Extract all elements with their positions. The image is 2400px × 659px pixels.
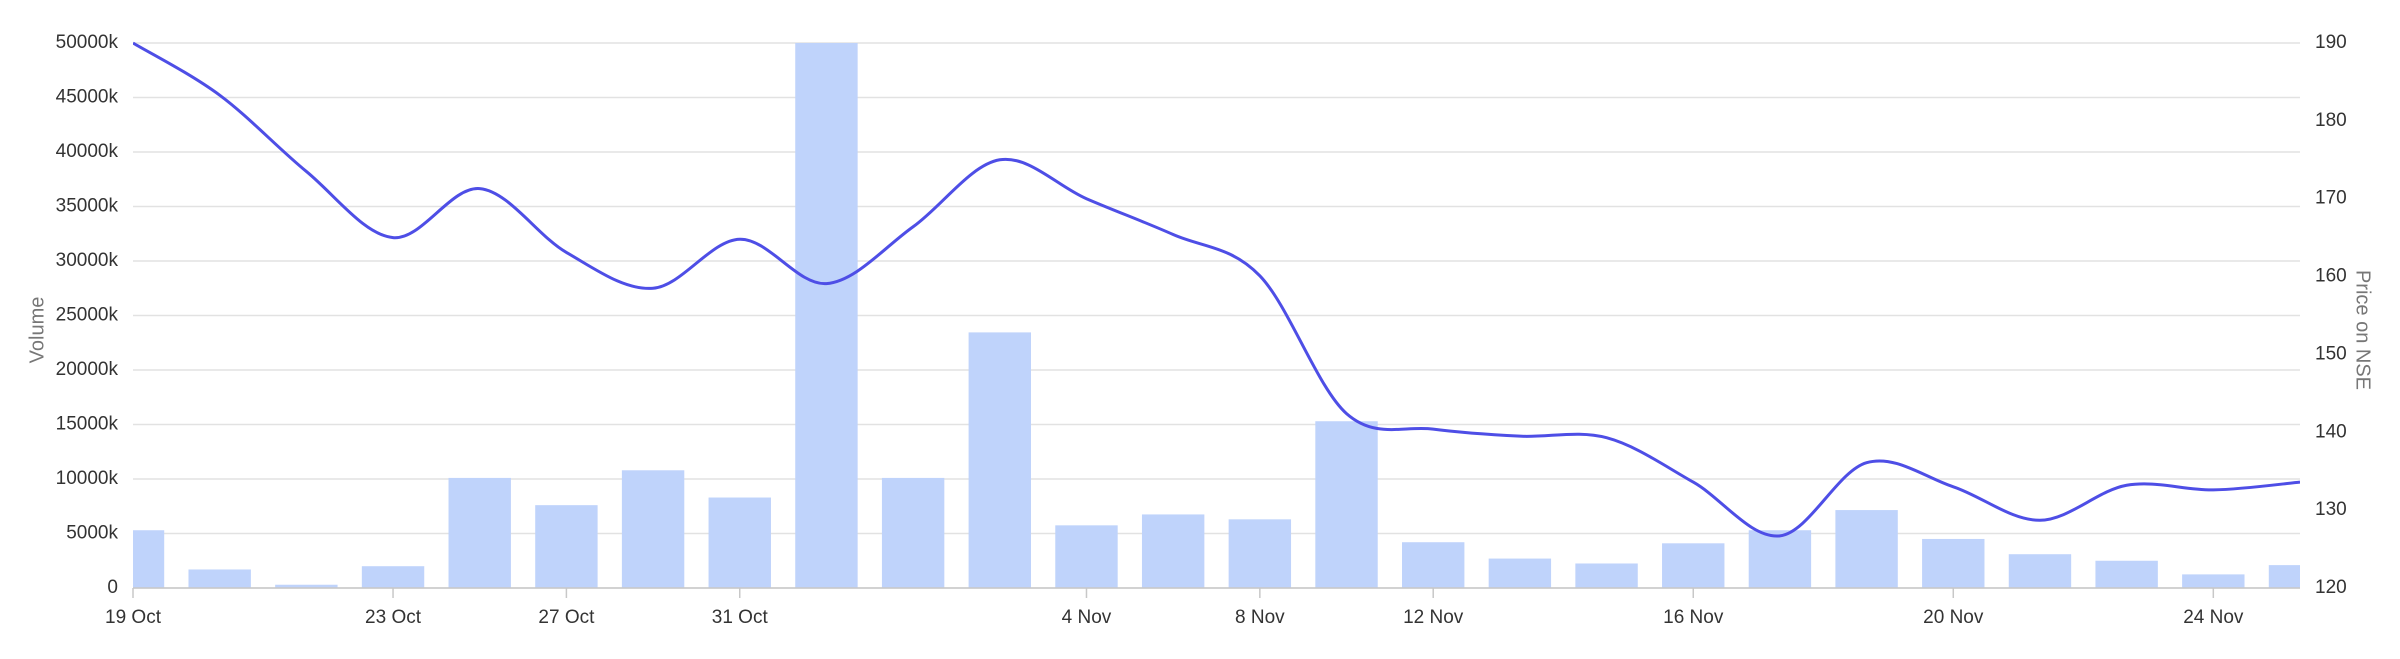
bar (1922, 538, 1985, 588)
bar (2095, 560, 2158, 588)
bar (1835, 510, 1898, 588)
y-tick-label: 0 (107, 577, 118, 598)
bar (2268, 565, 2300, 588)
bar (1748, 530, 1812, 588)
y2-axis-title: Price on NSE (2352, 270, 2374, 390)
bar (1488, 558, 1552, 588)
bar (275, 584, 338, 588)
bar (448, 477, 511, 588)
bar (968, 332, 1032, 588)
x-tick-label: 16 Nov (1663, 607, 1724, 628)
y-tick-label: 30000k (56, 250, 119, 271)
x-tick-label: 20 Nov (1923, 607, 1984, 628)
bar (1662, 543, 1725, 588)
y2-tick-label: 120 (2315, 577, 2347, 598)
bar (1575, 563, 1638, 588)
bar (1141, 514, 1205, 588)
y2-tick-label: 140 (2315, 421, 2347, 442)
bar (881, 477, 945, 588)
bar (795, 43, 858, 588)
y2-tick-label: 170 (2315, 188, 2347, 209)
bar (621, 470, 685, 588)
y-tick-label: 10000k (56, 468, 119, 489)
bar (2008, 554, 2072, 588)
x-tick-label: 12 Nov (1403, 607, 1464, 628)
plot-area (133, 41, 2300, 588)
y-tick-label: 25000k (56, 305, 119, 326)
y-axis-title: Volume (26, 297, 48, 364)
y2-tick-label: 130 (2315, 499, 2347, 520)
price-line (133, 41, 2300, 538)
bar (1401, 542, 1465, 588)
x-tick-label: 31 Oct (712, 607, 769, 628)
y2-tick-label: 190 (2315, 32, 2347, 53)
bar (2182, 574, 2245, 588)
y2-tick-label: 150 (2315, 343, 2347, 364)
bar (1055, 525, 1118, 588)
x-tick-label: 19 Oct (105, 607, 162, 628)
bar (188, 569, 251, 588)
y2-tick-label: 160 (2315, 266, 2347, 287)
x-tick-label: 23 Oct (365, 607, 422, 628)
bar (1315, 421, 1378, 588)
y-tick-label: 5000k (66, 523, 118, 544)
y-tick-label: 15000k (56, 414, 119, 435)
x-tick-label: 27 Oct (538, 607, 595, 628)
bar (708, 497, 771, 588)
y-tick-label: 35000k (56, 196, 119, 217)
bar (361, 566, 425, 588)
y-tick-label: 45000k (56, 87, 119, 108)
x-tick-label: 24 Nov (2183, 607, 2244, 628)
bar (1228, 519, 1292, 588)
y-tick-label: 20000k (56, 359, 119, 380)
x-tick-label: 4 Nov (1062, 607, 1112, 628)
y-tick-label: 50000k (56, 32, 119, 53)
y2-tick-label: 180 (2315, 110, 2347, 131)
bar (133, 530, 165, 588)
x-tick-label: 8 Nov (1235, 607, 1285, 628)
bar (535, 505, 598, 588)
y-tick-label: 40000k (56, 141, 119, 162)
